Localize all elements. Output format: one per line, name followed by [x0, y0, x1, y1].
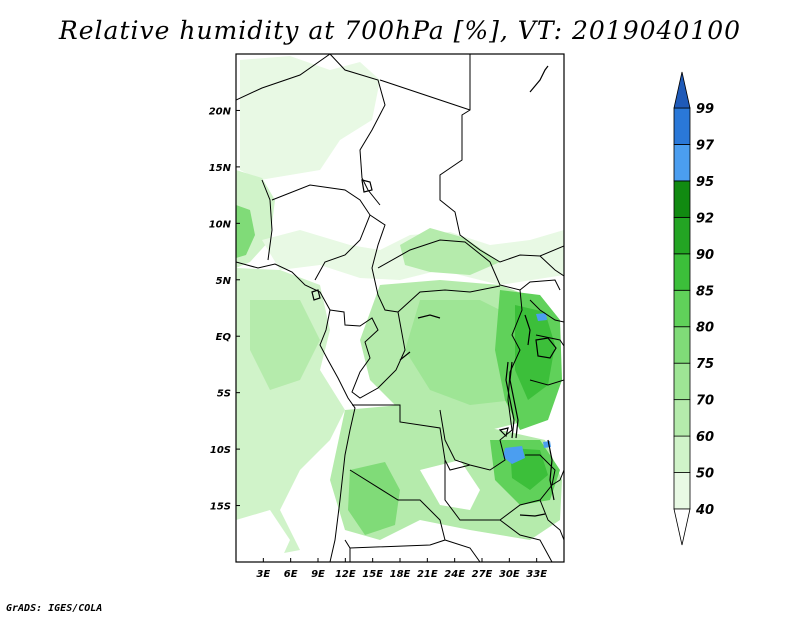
border-namibia-botswana — [349, 519, 553, 562]
border-cameroon-car — [369, 214, 399, 313]
border-car-congo — [397, 285, 501, 313]
x-tick-label: 9E — [311, 569, 325, 580]
colorbar-label: 90 — [696, 248, 714, 263]
lake-albert — [524, 314, 531, 346]
y-axis-ticks: 20N 15N 10N 5N EQ 5S 10S 15S — [209, 106, 240, 513]
humidity-area-south-dry — [420, 460, 480, 510]
colorbar-segment — [673, 362, 691, 401]
border-car-drc — [377, 239, 561, 291]
border-niger-chad — [329, 54, 386, 206]
colorbar-min-arrow — [673, 508, 691, 546]
colorbar-max-arrow — [673, 71, 691, 109]
country-borders — [236, 54, 564, 562]
lakes — [311, 65, 557, 517]
lake-volta — [311, 289, 321, 301]
y-tick-label: EQ — [216, 332, 232, 343]
colorbar-segment — [673, 435, 691, 473]
humidity-area-angola — [348, 462, 400, 535]
x-tick-label: 30E — [499, 569, 520, 580]
lake-victoria — [535, 337, 557, 359]
y-tick-label: 20N — [209, 106, 232, 117]
humidity-area-ocean-patch — [250, 300, 320, 390]
colorbar-label: 85 — [696, 284, 714, 299]
x-tick-label: 24E — [444, 569, 465, 580]
colorbar-label: 92 — [696, 211, 714, 226]
x-tick-label: 6E — [284, 569, 298, 580]
colorbar-label: 70 — [696, 394, 714, 409]
x-tick-label: 3E — [256, 569, 270, 580]
humidity-area-rift-core — [515, 305, 555, 400]
border-angola — [344, 404, 471, 549]
border-zambia — [444, 454, 556, 521]
colorbar-segment — [673, 399, 691, 437]
colorbar-label: 97 — [696, 138, 715, 153]
river-congo — [399, 314, 441, 361]
humidity-area-car-belt — [400, 228, 500, 275]
colorbar-label: 80 — [696, 321, 714, 336]
humidity-area-north — [240, 56, 380, 180]
humidity-field — [236, 56, 564, 562]
y-tick-label: 10S — [210, 445, 231, 456]
humidity-area-westcoast-band — [236, 205, 255, 258]
colorbar-segment — [673, 326, 691, 364]
colorbar-label: 40 — [695, 503, 714, 518]
x-tick-label: 12E — [335, 569, 356, 580]
y-tick-label: 5N — [216, 276, 232, 287]
colorbar-segment — [673, 180, 691, 218]
x-tick-label: 33E — [526, 569, 547, 580]
lake-chad — [361, 179, 373, 193]
lake-mweru — [498, 427, 509, 438]
y-tick-label: 5S — [217, 389, 231, 400]
colorbar-label: 60 — [696, 430, 714, 445]
humidity-spot-99-malawi — [503, 446, 525, 464]
colorbar-segment — [673, 472, 691, 510]
colorbar-segment — [673, 216, 691, 255]
colorbar-label: 99 — [696, 102, 714, 117]
colorbar-label: 95 — [696, 175, 714, 190]
zambezi-river — [519, 513, 546, 517]
colorbar-segment — [673, 289, 691, 328]
x-tick-label: 15E — [362, 569, 383, 580]
x-axis-ticks: 3E 6E 9E 12E 15E 18E 21E 24E 27E 30E 33E — [256, 558, 547, 580]
y-tick-label: 15N — [209, 163, 232, 174]
humidity-spot-99-lake-victoria — [536, 313, 547, 321]
lake-malawi — [547, 439, 555, 501]
border-mozambique — [539, 469, 564, 541]
border-chad-sudan — [439, 54, 564, 263]
colorbar: 40 50 60 70 75 80 85 90 92 95 97 99 — [673, 71, 715, 546]
colorbar-segment — [673, 144, 691, 182]
border-mali-niger — [236, 54, 331, 101]
x-tick-label: 18E — [390, 569, 411, 580]
humidity-area-southwest-dry — [236, 510, 290, 562]
lake-tanganyika — [505, 361, 519, 439]
map-panel — [235, 53, 565, 563]
border-east-africa — [529, 255, 564, 386]
red-sea-coast — [529, 65, 549, 93]
x-tick-label: 21E — [417, 569, 438, 580]
coastline-west-africa — [236, 261, 356, 562]
y-tick-label: 15S — [210, 502, 231, 513]
border-libya-egypt — [379, 79, 471, 111]
colorbar-label: 75 — [696, 357, 714, 372]
y-tick-label: 10N — [209, 219, 232, 230]
colorbar-segment — [673, 107, 691, 145]
colorbar-segment — [673, 253, 691, 291]
grads-credit: GrADS: IGES/COLA — [6, 603, 103, 614]
colorbar-label: 50 — [696, 467, 714, 482]
chart-title: Relative humidity at 700hPa [%], VT: 201… — [58, 16, 742, 45]
x-tick-label: 27E — [472, 569, 493, 580]
border-gabon-congo — [329, 309, 406, 399]
